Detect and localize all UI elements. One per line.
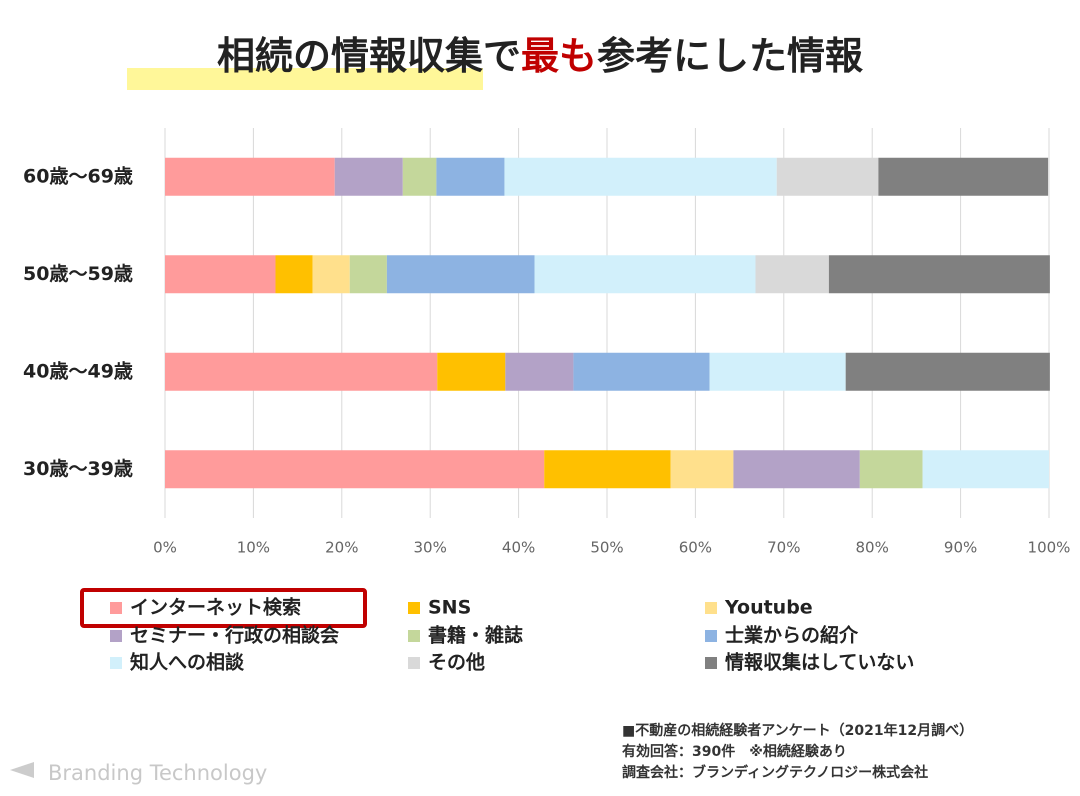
logo-icon [10,762,34,778]
legend-swatch [408,602,420,614]
bar-segment [165,157,335,196]
title-part: 参考にした情報 [597,34,863,78]
y-tick-label: 60歳～69歳 [23,165,133,187]
legend-swatch [408,657,420,669]
bar-segment [755,255,829,294]
legend-label: その他 [428,651,485,674]
bar-segment [437,352,506,391]
bar-segment [878,157,1049,196]
logo-text: Branding Technology [48,761,267,785]
legend-label: インターネット検索 [130,596,301,619]
bar-segment [544,450,671,489]
x-tick-label: 60% [679,539,712,557]
legend-swatch [705,630,717,642]
bar-segment [504,157,777,196]
footnote: 有効回答：390件 ※相続経験あり [622,743,847,760]
bar-segment [922,450,1049,489]
logo: Branding Technology [10,761,267,785]
bar-segment [312,255,350,294]
bar-segment [165,255,276,294]
x-tick-label: 0% [153,539,177,557]
bar-segment [776,157,879,196]
x-tick-label: 40% [502,539,535,557]
bar-segment [402,157,437,196]
bar-segment [386,255,535,294]
x-tick-label: 70% [767,539,800,557]
bar-segment [436,157,505,196]
legend-swatch [110,630,122,642]
bar-segment [859,450,923,489]
legend-label: 知人への相談 [130,651,245,674]
bar-segment [505,352,574,391]
x-tick-label: 50% [590,539,623,557]
bar-segment [845,352,1050,391]
bar-segment [670,450,734,489]
title-emphasis: 最も [521,34,597,78]
bar-segment [573,352,710,391]
bar-segment [733,450,860,489]
x-tick-label: 80% [856,539,889,557]
bar-segment [165,352,438,391]
footnote: ■不動産の相続経験者アンケート（2021年12月調べ） [622,722,973,739]
x-tick-label: 100% [1028,539,1071,557]
legend-swatch [110,657,122,669]
bar-segment [334,157,403,196]
title-part: 相続の情報収集で [217,34,521,78]
bar-segment [534,255,756,294]
legend-swatch [705,602,717,614]
bar-segment [275,255,313,294]
footnote: 調査会社：ブランディングテクノロジー株式会社 [622,764,928,781]
bar-segment [709,352,846,391]
x-tick-label: 10% [237,539,270,557]
y-tick-label: 50歳～59歳 [23,263,133,285]
y-tick-label: 40歳～49歳 [23,360,133,382]
legend-label: SNS [428,597,471,619]
legend-label: 情報収集はしていない [725,651,914,674]
legend-swatch [110,602,122,614]
x-tick-label: 30% [414,539,447,557]
x-tick-label: 90% [944,539,977,557]
y-tick-label: 30歳～39歳 [23,458,133,480]
bar-segment [828,255,1050,294]
bar-segment [165,450,545,489]
x-tick-label: 20% [325,539,358,557]
legend-highlight [80,588,367,628]
legend-label: Youtube [724,597,813,619]
title-highlight [127,68,483,90]
chart-title: 相続の情報収集で最も参考にした情報 [217,34,863,78]
legend-label: 書籍・雑誌 [428,624,523,647]
bar-segment [349,255,387,294]
legend-swatch [408,630,420,642]
legend-swatch [705,657,717,669]
legend-label: セミナー・行政の相談会 [130,624,339,647]
legend-label: 士業からの紹介 [725,624,859,647]
